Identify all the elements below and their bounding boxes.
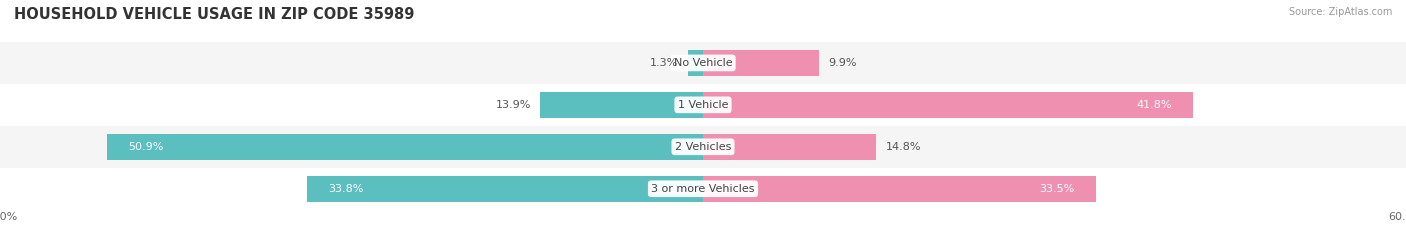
Bar <box>703 50 818 76</box>
Bar <box>703 176 1095 202</box>
Bar <box>0 126 1406 168</box>
Text: 41.8%: 41.8% <box>1136 100 1171 110</box>
Bar <box>0 168 1406 210</box>
Bar <box>540 92 703 118</box>
Text: 1 Vehicle: 1 Vehicle <box>678 100 728 110</box>
Text: 3 or more Vehicles: 3 or more Vehicles <box>651 184 755 194</box>
Bar <box>688 50 703 76</box>
Text: 14.8%: 14.8% <box>886 142 921 152</box>
Text: Source: ZipAtlas.com: Source: ZipAtlas.com <box>1288 7 1392 17</box>
Text: 13.9%: 13.9% <box>495 100 531 110</box>
Text: No Vehicle: No Vehicle <box>673 58 733 68</box>
Bar <box>703 92 1192 118</box>
Bar <box>703 134 876 160</box>
Text: 50.9%: 50.9% <box>128 142 163 152</box>
Text: 2 Vehicles: 2 Vehicles <box>675 142 731 152</box>
Text: 9.9%: 9.9% <box>828 58 856 68</box>
Text: 33.8%: 33.8% <box>328 184 363 194</box>
Text: 1.3%: 1.3% <box>650 58 678 68</box>
Bar <box>107 134 703 160</box>
Bar <box>0 42 1406 84</box>
Text: HOUSEHOLD VEHICLE USAGE IN ZIP CODE 35989: HOUSEHOLD VEHICLE USAGE IN ZIP CODE 3598… <box>14 7 415 22</box>
Bar <box>0 84 1406 126</box>
Text: 33.5%: 33.5% <box>1039 184 1074 194</box>
Bar <box>307 176 703 202</box>
